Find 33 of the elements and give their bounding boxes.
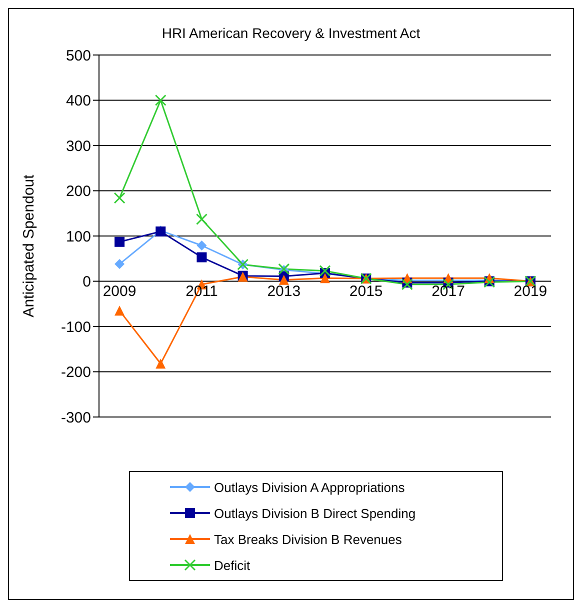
point [196,252,207,262]
point [154,94,166,106]
y-axis-title: Anticipated Spendout [20,174,38,318]
legend-label: Outlays Division A Appropriations [214,480,405,494]
point [114,192,126,204]
y-tick-label: 500 [66,47,91,64]
point [114,236,125,247]
x-tick-label: 2009 [102,282,136,300]
y-tick-label: 200 [66,183,91,200]
x-tick-label: 2013 [267,282,301,300]
point [196,214,208,226]
point [114,306,125,316]
point [196,240,207,251]
point [319,265,331,277]
legend-label: Outlays Division B Direct Spending [214,506,416,520]
y-tick-label: 300 [66,138,91,155]
point [156,358,166,369]
y-tick-label: 0 [82,274,91,291]
y-tick-label: 100 [66,228,91,246]
point [320,273,330,284]
chart-title: HRI American Recovery & Investment Act [160,25,422,41]
legend-label: Tax Breaks Division B Revenues [214,532,402,546]
point [401,278,413,290]
y-tick-label: -300 [60,409,91,426]
x-tick-label: 2017 [432,282,465,300]
x-tick-label: 2015 [349,282,383,300]
y-tick-label: 400 [66,92,91,110]
point [278,274,289,285]
y-tick-label: -200 [60,364,91,382]
point [114,259,125,270]
x-tick-label: 2019 [514,282,548,300]
legend-label: Deficit [214,558,250,572]
y-tick-label: -100 [60,318,91,336]
